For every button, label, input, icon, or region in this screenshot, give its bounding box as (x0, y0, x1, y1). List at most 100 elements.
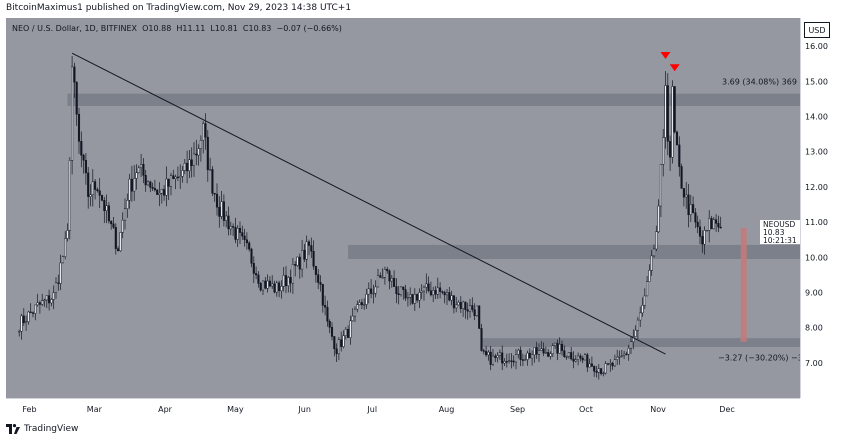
candle (188, 149, 191, 179)
candle-body (682, 188, 685, 198)
candle-body (652, 248, 656, 257)
legend-open-label: O (142, 24, 149, 33)
chart-area[interactable]: 3.69 (34.08%) 369 −3.27 (−30.20%) −327 NEO… (6, 18, 813, 398)
candle (629, 336, 633, 355)
candle (646, 275, 649, 297)
candle (616, 349, 619, 366)
candle (176, 166, 179, 182)
y-tick-label: 8.00 (805, 324, 823, 333)
candle-body (514, 354, 518, 363)
candle (75, 81, 78, 126)
candle (220, 191, 223, 220)
candle-body (386, 269, 389, 272)
candle (682, 187, 685, 207)
candle-body (567, 352, 570, 357)
x-tick-label: Jul (366, 405, 377, 414)
candle-body (284, 275, 288, 287)
candle-body (298, 256, 301, 270)
candle-body (416, 294, 419, 301)
y-tick-label: 16.00 (805, 42, 828, 51)
candle (363, 298, 366, 310)
candle-body (673, 86, 676, 133)
candle (186, 150, 189, 184)
candle-body (353, 308, 357, 317)
candle-body (50, 299, 53, 304)
candle-body (528, 352, 531, 359)
candle (257, 271, 260, 288)
legend-change: −0.07 (−0.66%) (276, 24, 342, 33)
candle-body (544, 352, 547, 354)
candle (344, 327, 347, 340)
candle (406, 292, 409, 307)
candle-body (38, 302, 41, 305)
candle (163, 185, 166, 201)
candle (211, 166, 214, 196)
price-axis[interactable]: 7.00 8.00 9.00 10.00 11.00 12.00 13.00 14.00 15.… (800, 18, 845, 398)
candle-body (705, 230, 708, 232)
currency-button[interactable]: USD (804, 22, 830, 38)
candle (533, 347, 536, 363)
candle-body (680, 166, 683, 189)
candle-body (87, 172, 90, 197)
candle (505, 353, 508, 368)
candle-body (510, 360, 513, 362)
candle-body (395, 286, 398, 295)
candle-body (96, 189, 99, 192)
candle-body (533, 347, 536, 356)
candle (662, 129, 665, 177)
candle (204, 113, 207, 150)
candle-body (123, 208, 127, 221)
candle (471, 297, 474, 313)
candle (595, 366, 598, 378)
candle-body (340, 339, 343, 347)
candle-body (620, 355, 623, 357)
candle-body (266, 280, 269, 289)
candle (27, 310, 30, 325)
candle-body (452, 295, 455, 309)
candle (190, 147, 193, 178)
candle (133, 165, 136, 201)
candle-body (259, 283, 262, 291)
candle (583, 353, 587, 361)
candle (641, 297, 644, 317)
candle-body (471, 305, 474, 310)
candle (531, 350, 534, 366)
candle-body (71, 66, 74, 161)
candle (110, 220, 113, 230)
candle (291, 257, 294, 294)
candle (183, 158, 186, 175)
candle (29, 303, 32, 313)
candle-body (273, 283, 276, 293)
candle-body (64, 238, 67, 257)
candle-body (588, 363, 591, 368)
candle (370, 279, 373, 299)
candle-body (611, 362, 614, 367)
candle-body (425, 283, 428, 288)
candle-body (167, 178, 170, 187)
candle-body (236, 228, 239, 240)
candle (243, 228, 246, 247)
candle (680, 163, 683, 189)
candle (241, 225, 244, 240)
candle-body (434, 290, 437, 295)
candle-body (662, 137, 665, 165)
candle (501, 345, 504, 371)
candle-body (48, 295, 51, 304)
x-tick-label: Nov (650, 405, 666, 414)
candle (151, 182, 154, 192)
candle-body (696, 221, 699, 228)
candle (94, 178, 97, 200)
candle (112, 216, 115, 230)
candle (255, 266, 258, 280)
candle (577, 352, 580, 366)
candle (602, 371, 605, 377)
candle (25, 315, 28, 331)
candle (673, 86, 676, 134)
candle-body (581, 357, 584, 361)
candle-body (524, 359, 527, 361)
price-chart[interactable]: 3.69 (34.08%) 369 −3.27 (−30.20%) −327 NEO… (6, 18, 813, 398)
time-axis[interactable]: Feb Mar Apr May Jun Jul Aug Sep Oct Nov Dec (6, 398, 800, 419)
candle (542, 342, 545, 357)
candle (146, 180, 150, 186)
candle (34, 304, 37, 321)
